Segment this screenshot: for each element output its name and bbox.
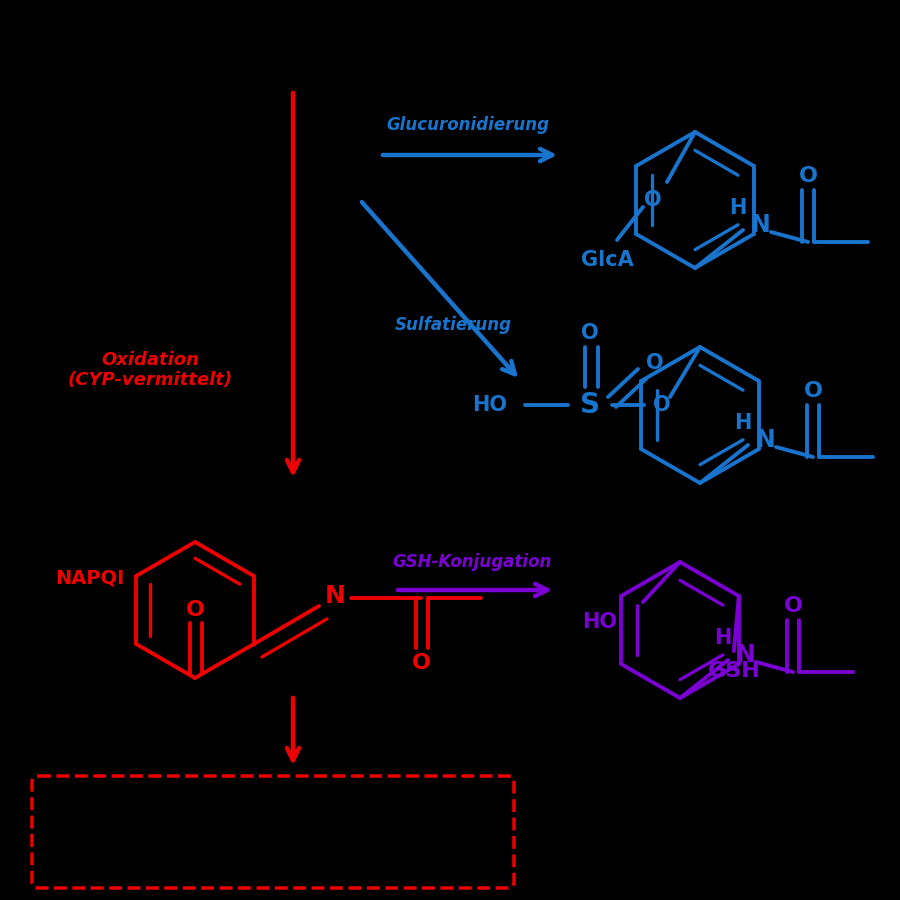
Text: O: O — [798, 166, 817, 186]
Text: O: O — [646, 353, 664, 373]
Text: N: N — [752, 213, 771, 237]
Text: GlcA: GlcA — [580, 250, 634, 270]
Text: GSH: GSH — [707, 661, 760, 681]
Text: S: S — [580, 391, 600, 419]
Text: N: N — [325, 584, 346, 608]
Text: N: N — [736, 643, 756, 667]
Text: HO: HO — [472, 395, 508, 415]
Text: O: O — [581, 323, 598, 343]
Text: O: O — [411, 653, 430, 673]
Text: Sulfatierung: Sulfatierung — [395, 316, 512, 334]
Text: HO: HO — [582, 612, 617, 632]
Text: H: H — [729, 198, 747, 218]
Text: N: N — [756, 428, 776, 452]
Text: GSH-Konjugation: GSH-Konjugation — [392, 553, 552, 571]
Text: Glucuronidierung: Glucuronidierung — [386, 116, 550, 134]
Text: O: O — [784, 596, 803, 616]
Text: O: O — [653, 395, 670, 415]
Text: H: H — [715, 628, 732, 648]
Text: Oxidation
(CYP-vermittelt): Oxidation (CYP-vermittelt) — [68, 351, 232, 390]
Text: H: H — [734, 413, 752, 433]
Text: O: O — [804, 381, 823, 401]
Text: O: O — [644, 190, 662, 210]
Text: NAPQI: NAPQI — [55, 569, 124, 588]
Text: O: O — [185, 600, 204, 620]
